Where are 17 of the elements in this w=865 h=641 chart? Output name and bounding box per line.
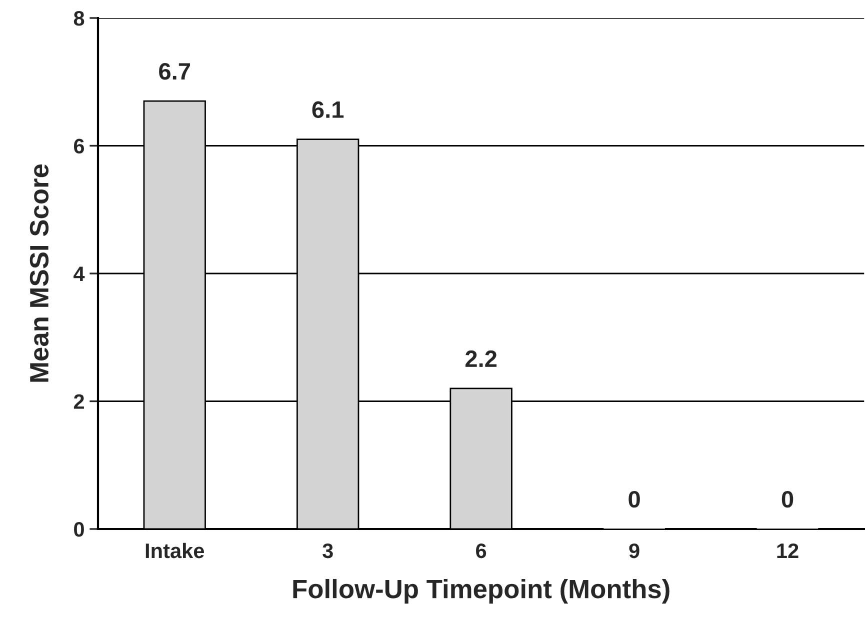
data-label: 0 [628,490,640,508]
data-label: 6.7 [159,62,190,80]
x-tick-label: 6 [476,543,486,558]
y-tick-label: 0 [74,522,84,537]
data-label: 0 [782,490,794,508]
data-label: 6.1 [312,101,344,118]
y-tick-label: 6 [74,138,84,154]
y-tick-label: 4 [74,266,85,282]
x-tick-label: 3 [322,543,333,558]
x-tick-label: Intake [146,542,204,558]
data-label: 2.2 [465,350,497,367]
y-tick-label: 8 [74,11,84,26]
y-axis-title: Mean MSSI Score [30,164,49,382]
x-tick-label: 12 [777,543,798,558]
y-tick-label: 2 [74,394,84,409]
x-tick-label: 9 [629,543,640,558]
x-axis-title: Follow-Up Timepoint (Months) [293,578,670,604]
